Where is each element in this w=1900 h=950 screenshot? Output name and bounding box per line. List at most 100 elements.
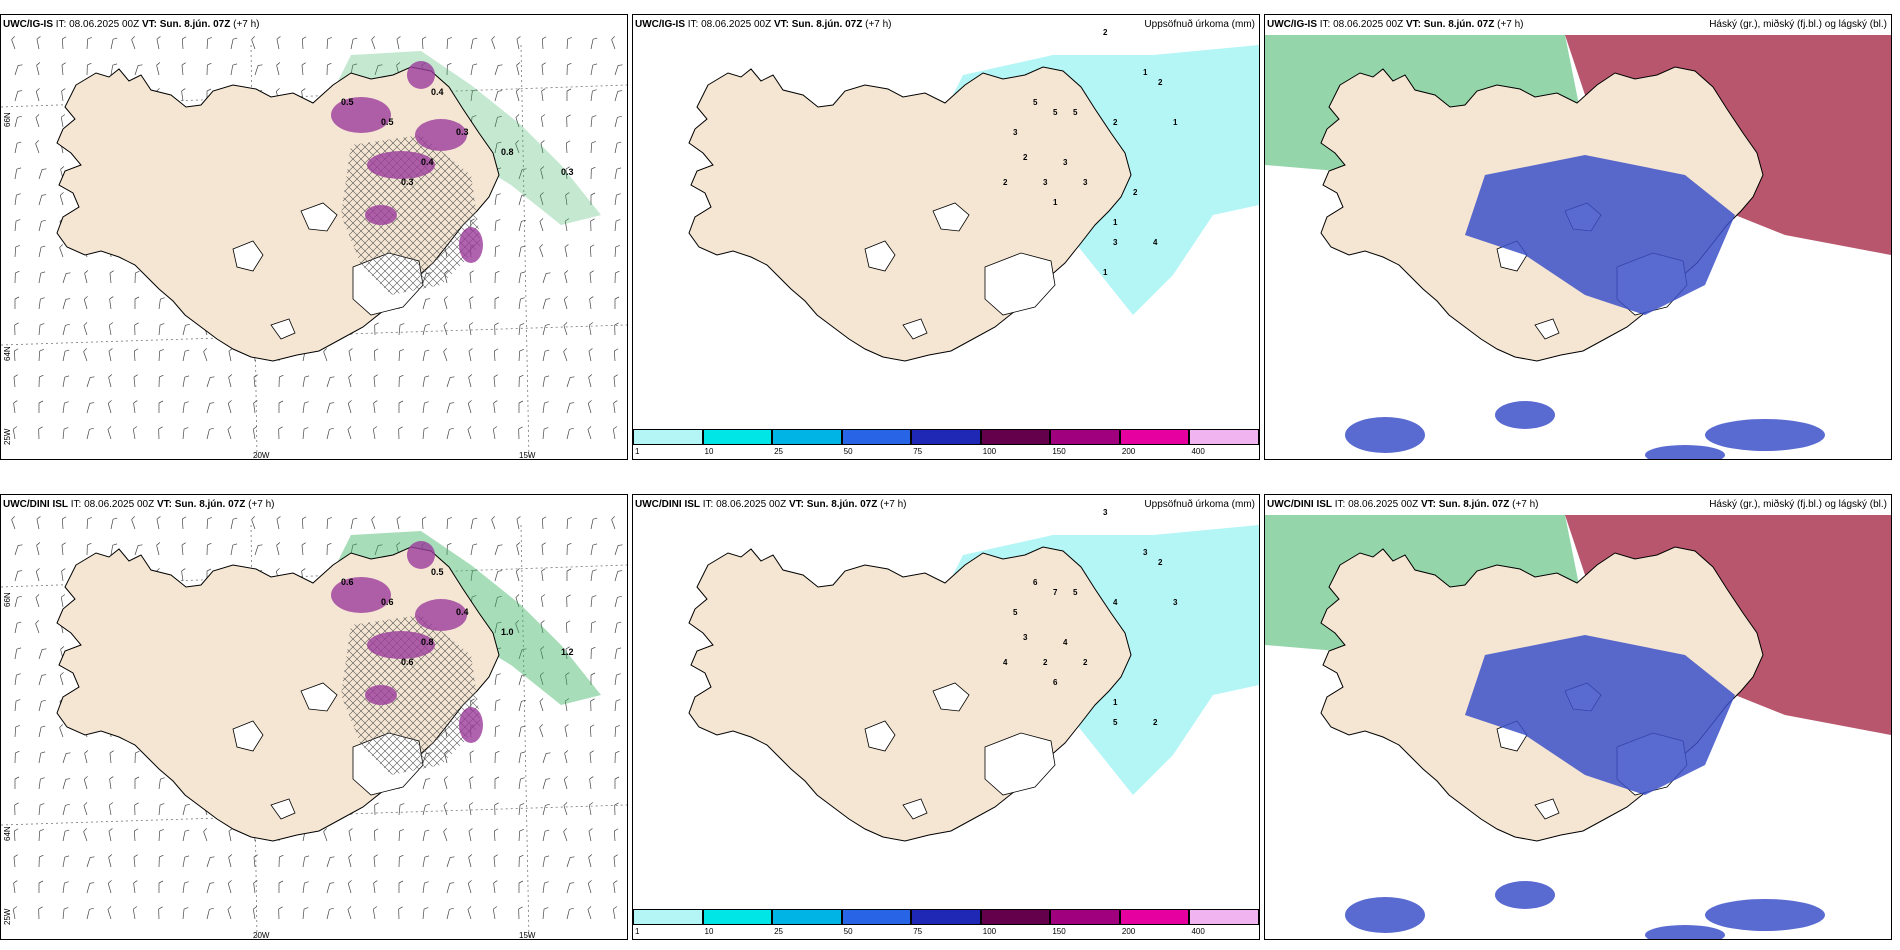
wind-barb (493, 854, 498, 868)
wind-barb (253, 400, 258, 414)
wind-barb (539, 672, 544, 686)
colorbar-swatch (1189, 909, 1259, 925)
wind-barb (564, 750, 569, 764)
colorbar-tick-label: 200 (1121, 447, 1136, 456)
wind-barb (539, 192, 544, 206)
wind-barb (156, 516, 161, 530)
precip-patch (365, 685, 397, 705)
wind-barb (133, 880, 138, 894)
wind-barb (14, 322, 19, 336)
wind-barb (206, 907, 214, 920)
wind-barb (326, 62, 332, 76)
wind-barb (539, 698, 544, 712)
wind-barb (446, 376, 455, 388)
glacier-outline (902, 318, 928, 340)
wind-barb (494, 64, 503, 76)
precip-value-label: 3 (1113, 238, 1118, 247)
wind-barb (613, 828, 619, 842)
precip-value-label: 3 (1143, 548, 1148, 557)
wind-barb (443, 776, 448, 790)
graticule-line (250, 524, 258, 939)
wind-barb (203, 828, 208, 842)
wind-barb (518, 348, 524, 362)
cloud-value-label: 0.3 (561, 167, 574, 177)
precip-value-label: 2 (1158, 78, 1163, 87)
wind-barb (133, 400, 138, 414)
wind-barb (565, 646, 570, 660)
wind-barb (540, 114, 546, 128)
wind-barb (566, 62, 572, 76)
glacier-outline (270, 798, 296, 820)
wind-barb (108, 854, 113, 868)
precip-colorbar: 1 10 25 50 75 100 150 200 400 (633, 429, 1259, 459)
wind-barb (422, 881, 429, 894)
wind-barb (158, 777, 165, 790)
wind-barb (542, 855, 550, 868)
wind-barb (13, 400, 18, 414)
wind-barb (446, 907, 454, 920)
wind-barb (38, 245, 46, 258)
precip-value-label: 1 (1143, 68, 1148, 77)
wind-barb (348, 828, 353, 842)
wind-barb (228, 348, 233, 362)
wind-barb (422, 427, 429, 440)
wind-barb (326, 376, 335, 388)
precip-value-label: 4 (1113, 598, 1118, 607)
wind-barb (491, 36, 496, 50)
wind-barb (14, 270, 20, 284)
wind-barb (86, 882, 95, 894)
wind-barb (110, 543, 118, 556)
wind-barb (564, 724, 569, 738)
wind-barb (372, 426, 378, 440)
wind-barb (38, 880, 44, 893)
precip-value-label: 1 (1053, 198, 1058, 207)
colorbar-tick-label: 400 (1191, 447, 1205, 456)
colorbar-swatch (1050, 909, 1120, 925)
wind-barb (38, 374, 44, 388)
wind-barb (614, 141, 622, 154)
wind-barb (14, 750, 20, 764)
wind-barb (518, 906, 523, 920)
wind-barb (614, 699, 621, 712)
wind-barb (468, 854, 473, 868)
wind-barb (182, 427, 189, 440)
map-wind-cloud: 0.5 0.5 0.4 0.3 0.8 0.4 0.3 0.3 (1, 36, 627, 459)
wind-barb (278, 426, 283, 440)
wind-barb (302, 881, 309, 894)
wind-barb (446, 62, 452, 76)
wind-barb (132, 906, 138, 920)
precip-patch (407, 541, 435, 569)
glacier-outline (300, 682, 338, 712)
wind-barb (301, 542, 306, 556)
wind-barb (542, 375, 550, 388)
wind-barb (493, 400, 498, 414)
colorbar-swatch (702, 429, 773, 445)
wind-barb (59, 724, 64, 738)
wind-barb (468, 802, 474, 816)
wind-barb (84, 750, 89, 764)
graticule-line (1, 564, 627, 588)
precip-patch (331, 577, 391, 613)
wind-barb (158, 323, 165, 336)
precip-value-label: 5 (1053, 108, 1058, 117)
wind-barb (469, 296, 474, 310)
wind-barb (108, 828, 113, 842)
wind-barb (323, 348, 328, 362)
glacier-outline (864, 240, 896, 272)
wind-barb (443, 322, 448, 336)
lon-label-15w: 15W (519, 931, 536, 940)
wind-barb (446, 856, 455, 868)
wind-barb (13, 854, 18, 868)
wind-barb (158, 348, 164, 362)
wind-barb (36, 542, 41, 556)
wind-barb (62, 401, 69, 414)
wind-barb (614, 167, 622, 180)
panel-subtitle: Háský (gr.), miðský (fj.bl.) og lágský (… (1709, 499, 1887, 510)
wind-barb (587, 906, 592, 920)
wind-barb (38, 725, 46, 738)
wind-barb (107, 400, 112, 414)
wind-barb (13, 880, 18, 894)
cloud-value-label: 0.5 (381, 117, 394, 127)
lat-label-64n: 64N (3, 346, 12, 361)
wind-barb (540, 594, 546, 608)
